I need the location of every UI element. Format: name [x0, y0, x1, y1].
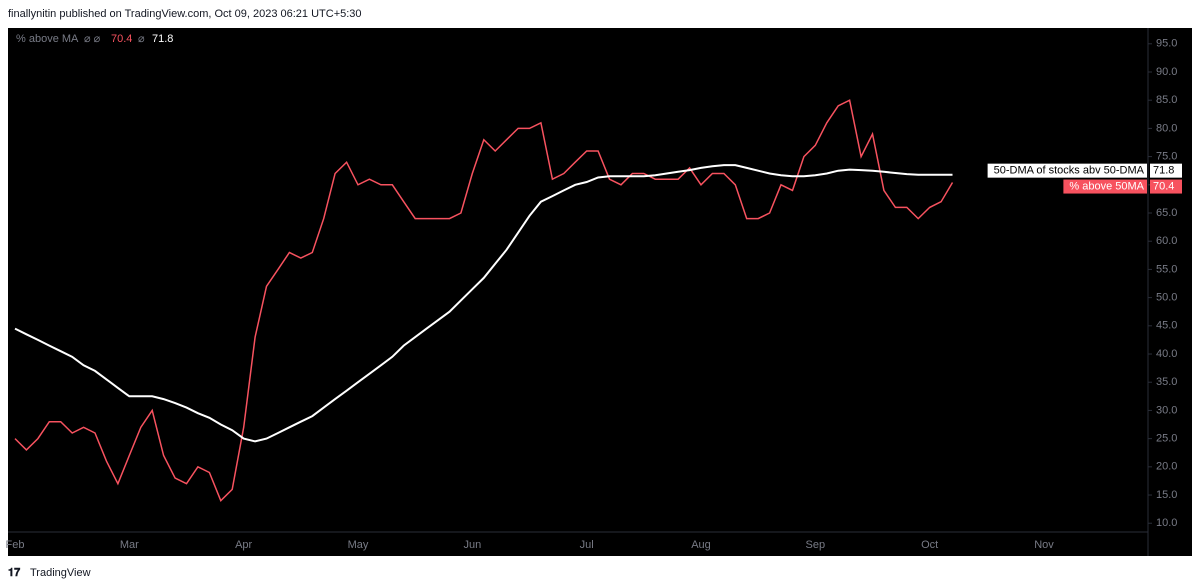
y-tick-label: 50.0 [1156, 292, 1177, 304]
x-tick-label: May [348, 539, 369, 551]
legend-value: 71.8 [152, 33, 173, 45]
y-tick-label: 80.0 [1156, 122, 1177, 134]
x-tick-label: Aug [691, 539, 711, 551]
series-name-box [987, 163, 1147, 178]
legend-icon: ⌀ [138, 33, 145, 45]
footer: TradingView [30, 567, 91, 579]
y-tick-label: 85.0 [1156, 94, 1177, 106]
series-last-value: 71.8 [1153, 165, 1174, 177]
x-tick-label: Jul [580, 539, 594, 551]
x-tick-label: Oct [921, 539, 938, 551]
y-tick-label: 20.0 [1156, 461, 1177, 473]
y-tick-label: 55.0 [1156, 263, 1177, 275]
x-tick-label: Sep [806, 539, 826, 551]
x-tick-label: Nov [1034, 539, 1054, 551]
y-tick-label: 30.0 [1156, 404, 1177, 416]
legend-icon: ⌀ ⌀ [84, 33, 101, 45]
series-value-box [1150, 163, 1182, 178]
y-tick-label: 35.0 [1156, 376, 1177, 388]
series-value-box [1150, 179, 1182, 194]
legend-value: 70.4 [111, 33, 132, 45]
logo-icon: 𝟏𝟕 [8, 567, 21, 579]
series-name-box [1063, 179, 1147, 194]
y-tick-label: 45.0 [1156, 320, 1177, 332]
x-tick-label: Apr [235, 539, 252, 551]
y-tick-label: 95.0 [1156, 38, 1177, 50]
y-tick-label: 10.0 [1156, 517, 1177, 529]
x-tick-label: Jun [463, 539, 481, 551]
x-tick-label: Feb [6, 539, 25, 551]
series-name-label: 50-DMA of stocks abv 50-DMA [994, 165, 1145, 177]
header: finallynitin published on TradingView.co… [8, 8, 362, 20]
y-tick-label: 60.0 [1156, 235, 1177, 247]
series-last-value: 70.4 [1153, 180, 1174, 192]
y-tick-label: 15.0 [1156, 489, 1177, 501]
x-tick-label: Mar [120, 539, 139, 551]
y-tick-label: 90.0 [1156, 66, 1177, 78]
y-tick-label: 25.0 [1156, 433, 1177, 445]
chart-background [8, 28, 1192, 556]
y-tick-label: 65.0 [1156, 207, 1177, 219]
y-tick-label: 40.0 [1156, 348, 1177, 360]
footer-logo: 𝟏𝟕 TradingView [8, 567, 91, 579]
series-line [14, 164, 953, 443]
series-name-label: % above 50MA [1069, 180, 1144, 192]
series-line [14, 99, 954, 503]
y-tick-label: 75.0 [1156, 151, 1177, 163]
legend-title: % above MA [16, 33, 79, 45]
